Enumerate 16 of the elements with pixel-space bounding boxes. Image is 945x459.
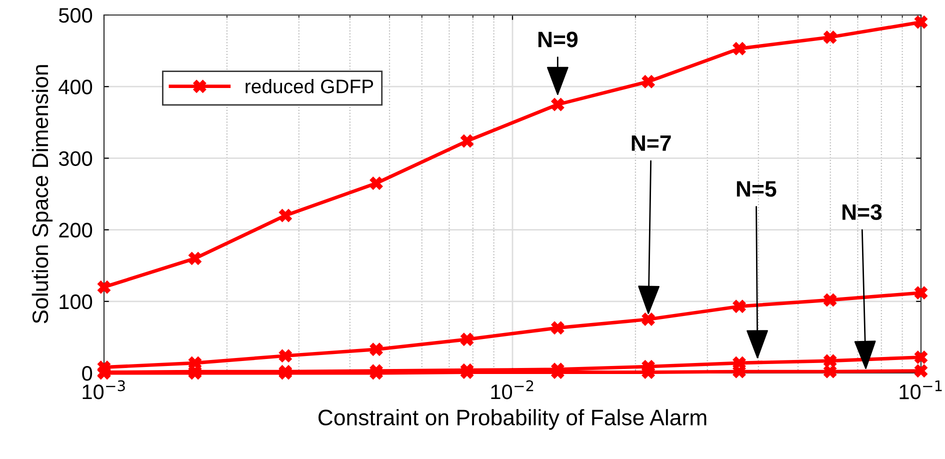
y-tick-label: 500 [58, 8, 92, 23]
annotation: N=3 [842, 204, 882, 220]
x-axis-title: Constraint on Probability of False Alarm [318, 409, 706, 430]
x-tick-label: 10$^{−1}$ [900, 380, 942, 400]
x-tick-label: 10$^{−2}$ [491, 380, 534, 400]
legend-label: reduced GDFP [246, 79, 374, 94]
y-tick-label: 300 [58, 151, 92, 166]
y-tick-label: 0 [82, 366, 92, 381]
annotation: N=5 [736, 181, 776, 197]
y-tick-label: 200 [59, 222, 92, 238]
annotation: N=7 [632, 136, 671, 151]
y-tick-label: 400 [58, 80, 92, 94]
y-axis-title: Solution Space Dimension [32, 65, 53, 324]
y-tick-label: 100 [60, 294, 92, 310]
annotation: N=9 [538, 32, 578, 48]
x-tick-label: 10$^{−3}$ [82, 380, 125, 400]
